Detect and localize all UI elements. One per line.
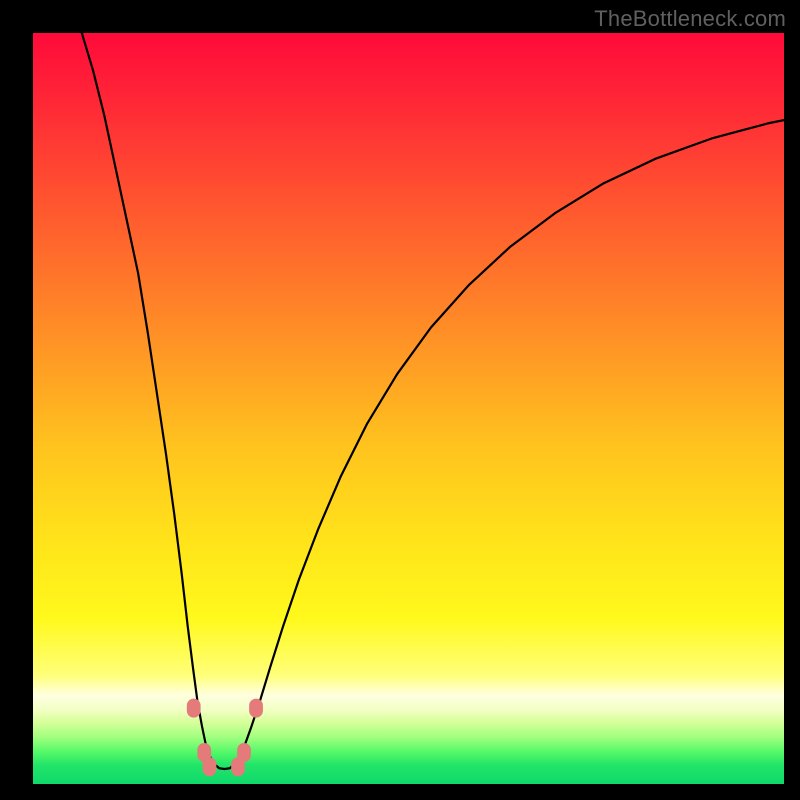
gradient-background [33, 33, 784, 784]
watermark-text: TheBottleneck.com [594, 6, 786, 32]
curve-bead-marker [203, 758, 216, 776]
curve-bead-marker [187, 699, 200, 717]
bottleneck-curve-chart [33, 33, 784, 784]
curve-bead-marker [250, 699, 263, 717]
chart-plot-area [33, 33, 784, 784]
curve-bead-marker [238, 743, 251, 761]
